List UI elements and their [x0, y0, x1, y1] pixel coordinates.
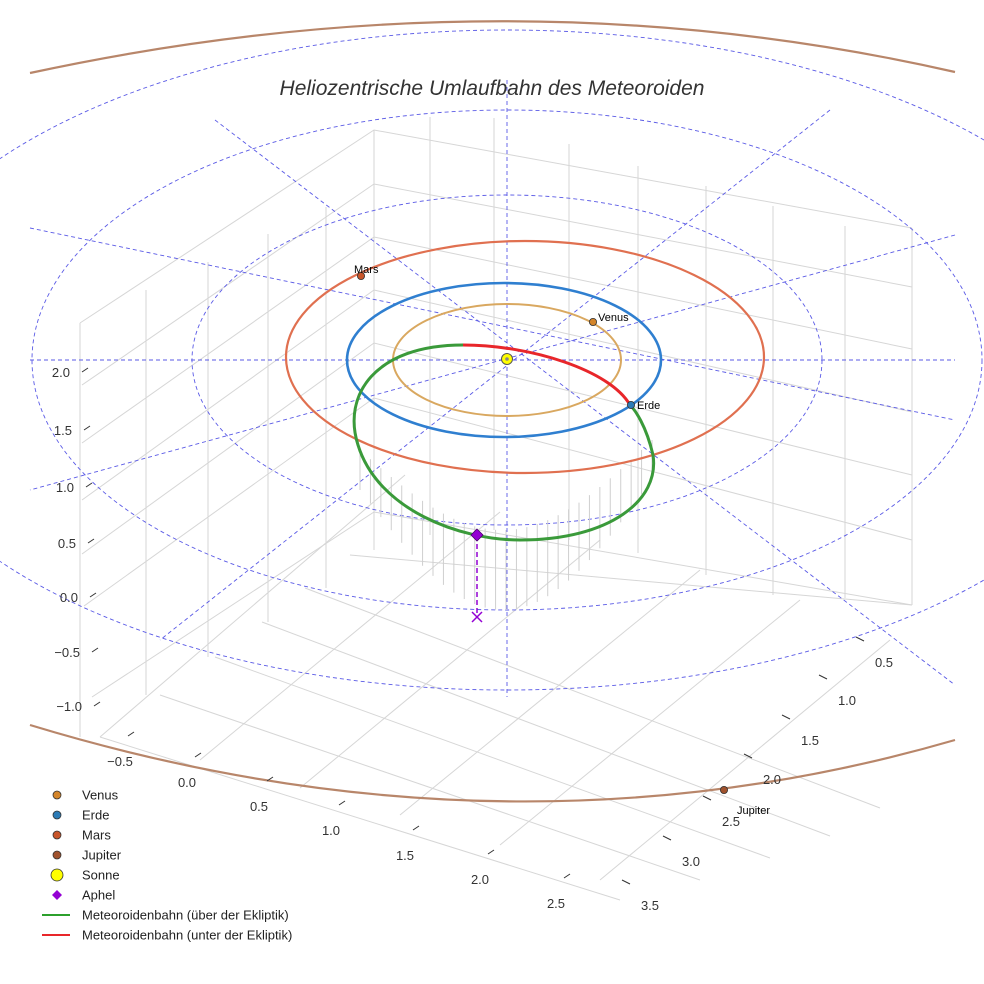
ecliptic-axis-diag-4 — [159, 109, 831, 641]
jupiter-marker — [720, 786, 729, 795]
x-tick-label: −0.5 — [107, 754, 133, 769]
ecliptic-axis-diag-1 — [214, 119, 956, 686]
y-tick-label: 3.5 — [641, 898, 659, 913]
jupiter-orbit — [29, 20, 956, 803]
ecliptic-ring-2 — [31, 109, 983, 611]
earth-marker — [627, 400, 636, 409]
x-tick-label: 1.0 — [322, 823, 340, 838]
ecliptic-dashed-grid — [0, 29, 984, 697]
mars-label: Mars — [354, 264, 379, 276]
legend: Venus Erde Mars Jupiter Sonne Aphel Meteoroide… — [42, 788, 292, 943]
legend-entry: Aphel — [52, 888, 115, 903]
legend-label: Meteoroidenbahn (unter der Ekliptik) — [82, 928, 292, 943]
x-tick-label: 0.5 — [250, 799, 268, 814]
y-tick-mark — [781, 714, 791, 720]
x-tick-mark — [412, 825, 420, 831]
z-tick-label: 0.5 — [58, 536, 76, 551]
x-tick-label: 0.0 — [178, 775, 196, 790]
mars-marker — [356, 271, 365, 280]
y-tick-label: 2.5 — [722, 814, 740, 829]
ecliptic-axis-diag-2 — [29, 227, 956, 421]
z-tick-mark — [89, 592, 97, 598]
z-tick-mark — [85, 482, 93, 488]
z-tick-label: 2.0 — [52, 365, 70, 380]
meteor-drop-lines — [359, 440, 653, 610]
legend-entry: Jupiter — [52, 848, 122, 863]
y-tick-label: 1.5 — [801, 733, 819, 748]
x-tick-mark — [338, 800, 346, 806]
chart-title: Heliozentrische Umlaufbahn des Meteoroid… — [280, 77, 705, 100]
sun-center-dot — [505, 357, 509, 361]
y-axis: 0.5 1.0 1.5 2.0 2.5 3.0 3.5 — [621, 636, 893, 913]
y-tick-label: 2.0 — [763, 772, 781, 787]
legend-entry: Meteoroidenbahn (unter der Ekliptik) — [42, 928, 292, 943]
z-axis: 2.0 1.5 1.0 0.5 0.0 −0.5 −1.0 — [52, 365, 101, 714]
y-tick-label: 0.5 — [875, 655, 893, 670]
x-tick-mark — [487, 849, 495, 855]
legend-label: Meteoroidenbahn (über der Ekliptik) — [82, 908, 289, 923]
z-tick-mark — [91, 647, 99, 653]
y-tick-mark — [855, 636, 865, 642]
x-tick-mark — [563, 873, 571, 879]
y-tick-mark — [743, 753, 753, 759]
legend-label: Venus — [82, 788, 119, 803]
meteor-orbit-above — [352, 343, 656, 542]
legend-swatch — [52, 890, 62, 900]
x-tick-mark — [127, 731, 135, 737]
y-tick-label: 1.0 — [838, 693, 856, 708]
earth-label: Erde — [637, 400, 660, 412]
legend-swatch — [50, 868, 64, 882]
legend-label: Mars — [82, 828, 111, 843]
x-tick-mark — [266, 776, 274, 782]
z-tick-mark — [83, 425, 91, 431]
legend-entry: Sonne — [50, 868, 120, 883]
x-tick-mark — [194, 752, 202, 758]
legend-entry: Erde — [52, 808, 109, 823]
z-tick-label: 1.5 — [54, 423, 72, 438]
x-tick-label: 2.0 — [471, 872, 489, 887]
z-tick-label: −0.5 — [54, 645, 80, 660]
z-tick-mark — [81, 367, 89, 373]
legend-entry: Meteoroidenbahn (über der Ekliptik) — [42, 908, 289, 923]
y-tick-mark — [621, 879, 631, 885]
venus-marker — [589, 317, 598, 326]
y-tick-mark — [662, 835, 672, 841]
legend-swatch — [52, 810, 62, 820]
meteor-orbit-below — [462, 343, 632, 406]
z-tick-mark — [93, 701, 101, 707]
y-tick-mark — [818, 674, 828, 680]
legend-entry: Venus — [52, 788, 119, 803]
legend-entry: Mars — [52, 828, 111, 843]
box-grid — [79, 117, 913, 901]
ecliptic-axis-diag-3 — [29, 234, 956, 491]
venus-label: Venus — [598, 312, 629, 324]
z-tick-label: −1.0 — [56, 699, 82, 714]
legend-swatch — [52, 830, 62, 840]
z-tick-label: 1.0 — [56, 480, 74, 495]
aphel-marker — [470, 528, 484, 542]
earth-orbit — [345, 281, 663, 439]
legend-swatch — [52, 790, 62, 800]
legend-label: Erde — [82, 808, 109, 823]
x-tick-label: 2.5 — [547, 896, 565, 911]
legend-label: Sonne — [82, 868, 120, 883]
mars-orbit — [284, 239, 766, 475]
legend-swatch — [52, 850, 62, 860]
x-tick-label: 1.5 — [396, 848, 414, 863]
y-tick-label: 3.0 — [682, 854, 700, 869]
aphel-projection-marker — [471, 611, 483, 623]
x-axis: −0.5 0.0 0.5 1.0 1.5 2.0 2.5 — [107, 731, 571, 911]
y-tick-mark — [702, 795, 712, 801]
legend-label: Aphel — [82, 888, 115, 903]
z-tick-label: 0.0 — [60, 590, 78, 605]
legend-label: Jupiter — [82, 848, 122, 863]
jupiter-label: Jupiter — [737, 805, 770, 817]
z-tick-mark — [87, 538, 95, 544]
